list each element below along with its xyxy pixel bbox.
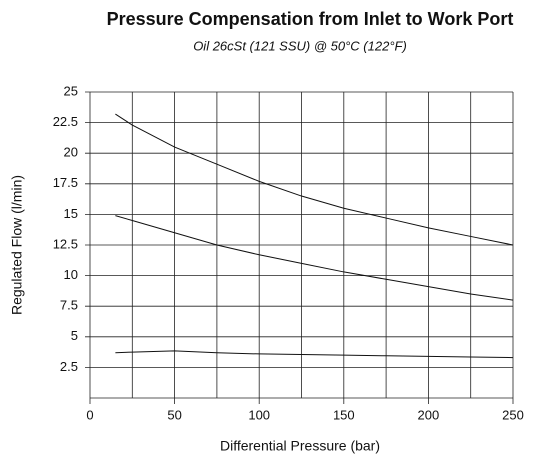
y-tick-label: 2.5 [60,359,78,374]
x-tick-label: 200 [418,407,440,422]
y-tick-label: 22.5 [53,114,78,129]
x-tick-label: 50 [167,407,181,422]
y-tick-label: 5 [71,328,78,343]
curve [115,350,514,359]
y-axis-label: Regulated Flow (l/min) [9,175,25,315]
y-tick-label: 25 [64,83,78,98]
curve [115,215,514,301]
curve [115,113,514,246]
x-tick-label: 0 [86,407,93,422]
chart-title: Pressure Compensation from Inlet to Work… [107,9,514,29]
x-tick-label: 100 [248,407,270,422]
x-axis-label: Differential Pressure (bar) [220,438,380,454]
x-tick-label: 150 [333,407,355,422]
chart-subtitle: Oil 26cSt (121 SSU) @ 50°C (122°F) [193,38,407,53]
y-tick-label: 15 [64,206,78,221]
y-tick-label: 10 [64,267,78,282]
y-tick-label: 7.5 [60,298,78,313]
y-tick-label: 17.5 [53,175,78,190]
x-tick-label: 250 [502,407,524,422]
y-tick-label: 20 [64,145,78,160]
y-tick-label: 12.5 [53,236,78,251]
